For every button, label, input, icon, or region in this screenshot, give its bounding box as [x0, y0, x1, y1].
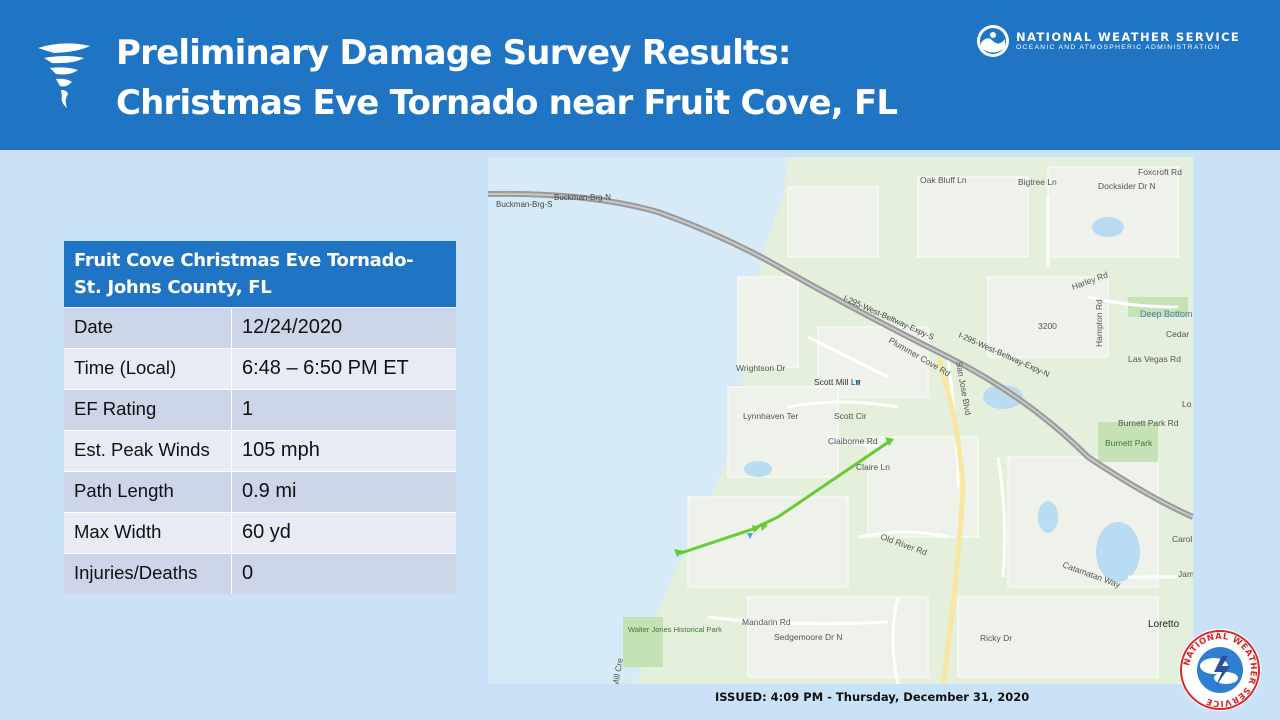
- label-burnett-park-rd: Burnett Park Rd: [1118, 418, 1179, 428]
- tornado-track[interactable]: [677, 439, 891, 556]
- table-row: Date 12/24/2020: [64, 307, 456, 348]
- row-value: 12/24/2020: [242, 316, 343, 338]
- label-burnett-park: Burnett Park: [1105, 438, 1153, 448]
- row-value: 105 mph: [242, 439, 320, 461]
- table-heading-line-2: St. Johns County, FL: [74, 277, 272, 298]
- row-value: 0: [242, 562, 254, 584]
- label-oak-bluff: Oak Bluff Ln: [920, 175, 967, 185]
- table-heading: Fruit Cove Christmas Eve Tornado- St. Jo…: [64, 241, 456, 307]
- label-scott-mill: Scott Mill Ln: [814, 377, 861, 387]
- header-banner: Preliminary Damage Survey Results: Chris…: [0, 0, 1280, 150]
- label-carol: Carol: [1172, 534, 1192, 544]
- label-scott-cir: Scott Cir: [834, 411, 867, 421]
- issued-timestamp: ISSUED: 4:09 PM - Thursday, December 31,…: [715, 690, 1030, 704]
- row-value: 6:48 – 6:50 PM ET: [242, 357, 409, 379]
- poi-marker-icon: [747, 533, 753, 539]
- damage-track-map[interactable]: Buckman-Brg-N Buckman-Brg-S I-295-West-B…: [488, 157, 1193, 684]
- label-cedar: Cedar: [1166, 329, 1189, 339]
- label-wrightson: Wrightson Dr: [736, 363, 786, 373]
- title-line-1: Preliminary Damage Survey Results:: [116, 33, 792, 73]
- table-row: Max Width 60 yd: [64, 512, 456, 553]
- label-bigtree: Bigtree Ln: [1018, 177, 1057, 187]
- label-buckman-n: Buckman-Brg-N: [554, 193, 611, 202]
- parks: [623, 297, 1188, 667]
- row-label: EF Rating: [64, 390, 232, 430]
- label-docksider: Docksider Dr N: [1098, 181, 1156, 191]
- row-label: Est. Peak Winds: [64, 431, 232, 471]
- table-row: Time (Local) 6:48 – 6:50 PM ET: [64, 348, 456, 389]
- agency-name: NATIONAL WEATHER SERVICE OCEANIC AND ATM…: [1016, 31, 1240, 53]
- label-sedgemoore: Sedgemoore Dr N: [774, 632, 843, 642]
- label-hampton: Hampton Rd: [1094, 299, 1104, 347]
- label-3200: 3200: [1038, 321, 1057, 331]
- label-walter-jones: Walter Jones Historical Park: [628, 625, 722, 634]
- track-markers: [674, 437, 894, 557]
- label-loretto: Loretto: [1148, 619, 1180, 630]
- page-title: Preliminary Damage Survey Results: Chris…: [116, 28, 898, 128]
- table-row: Path Length 0.9 mi: [64, 471, 456, 512]
- agency-sub-line: OCEANIC AND ATMOSPHERIC ADMINISTRATION: [1016, 44, 1221, 51]
- label-claire: Claire Ln: [856, 462, 890, 472]
- row-label: Max Width: [64, 513, 232, 553]
- label-foxcroft: Foxcroft Rd: [1138, 167, 1182, 177]
- row-value: 1: [242, 398, 254, 420]
- row-value: 0.9 mi: [242, 480, 297, 502]
- label-mandarin: Mandarin Rd: [742, 617, 791, 627]
- survey-table: Fruit Cove Christmas Eve Tornado- St. Jo…: [64, 241, 456, 594]
- san-jose-blvd: [935, 356, 966, 684]
- tornado-icon: [38, 43, 90, 108]
- table-heading-line-1: Fruit Cove Christmas Eve Tornado-: [74, 250, 414, 271]
- table-row: Injuries/Deaths 0: [64, 553, 456, 594]
- noaa-logo: [977, 25, 1009, 57]
- title-line-2: Christmas Eve Tornado near Fruit Cove, F…: [116, 83, 898, 123]
- row-label: Date: [64, 308, 232, 348]
- label-ricky: Ricky Dr: [980, 633, 1012, 643]
- agency-name-line: NATIONAL WEATHER SERVICE: [1016, 30, 1241, 44]
- poi-marker-icon: [855, 380, 861, 386]
- label-jam: Jam: [1178, 569, 1193, 579]
- row-label: Injuries/Deaths: [64, 554, 232, 594]
- label-deep-bottom: Deep Bottom: [1140, 309, 1193, 319]
- label-las-vegas: Las Vegas Rd: [1128, 354, 1181, 364]
- label-mill-cre: Mill Cre: [610, 657, 625, 684]
- table-row: Est. Peak Winds 105 mph: [64, 430, 456, 471]
- interstate-i295-median: [488, 192, 1193, 518]
- label-claiborne: Claiborne Rd: [828, 436, 878, 446]
- row-value: 60 yd: [242, 521, 291, 543]
- table-row: EF Rating 1: [64, 389, 456, 430]
- row-label: Time (Local): [64, 349, 232, 389]
- map-canvas: Buckman-Brg-N Buckman-Brg-S I-295-West-B…: [488, 157, 1193, 684]
- neighborhood-blocks: [687, 166, 1179, 678]
- lakes: [744, 217, 1140, 582]
- local-roads: [707, 197, 1179, 684]
- row-label: Path Length: [64, 472, 232, 512]
- nws-badge-logo: NATIONAL WEATHER SERVICE: [1179, 629, 1261, 711]
- label-lynnhaven: Lynnhaven Ter: [743, 411, 798, 421]
- label-buckman-s: Buckman-Brg-S: [496, 200, 552, 209]
- label-lo: Lo: [1182, 399, 1192, 409]
